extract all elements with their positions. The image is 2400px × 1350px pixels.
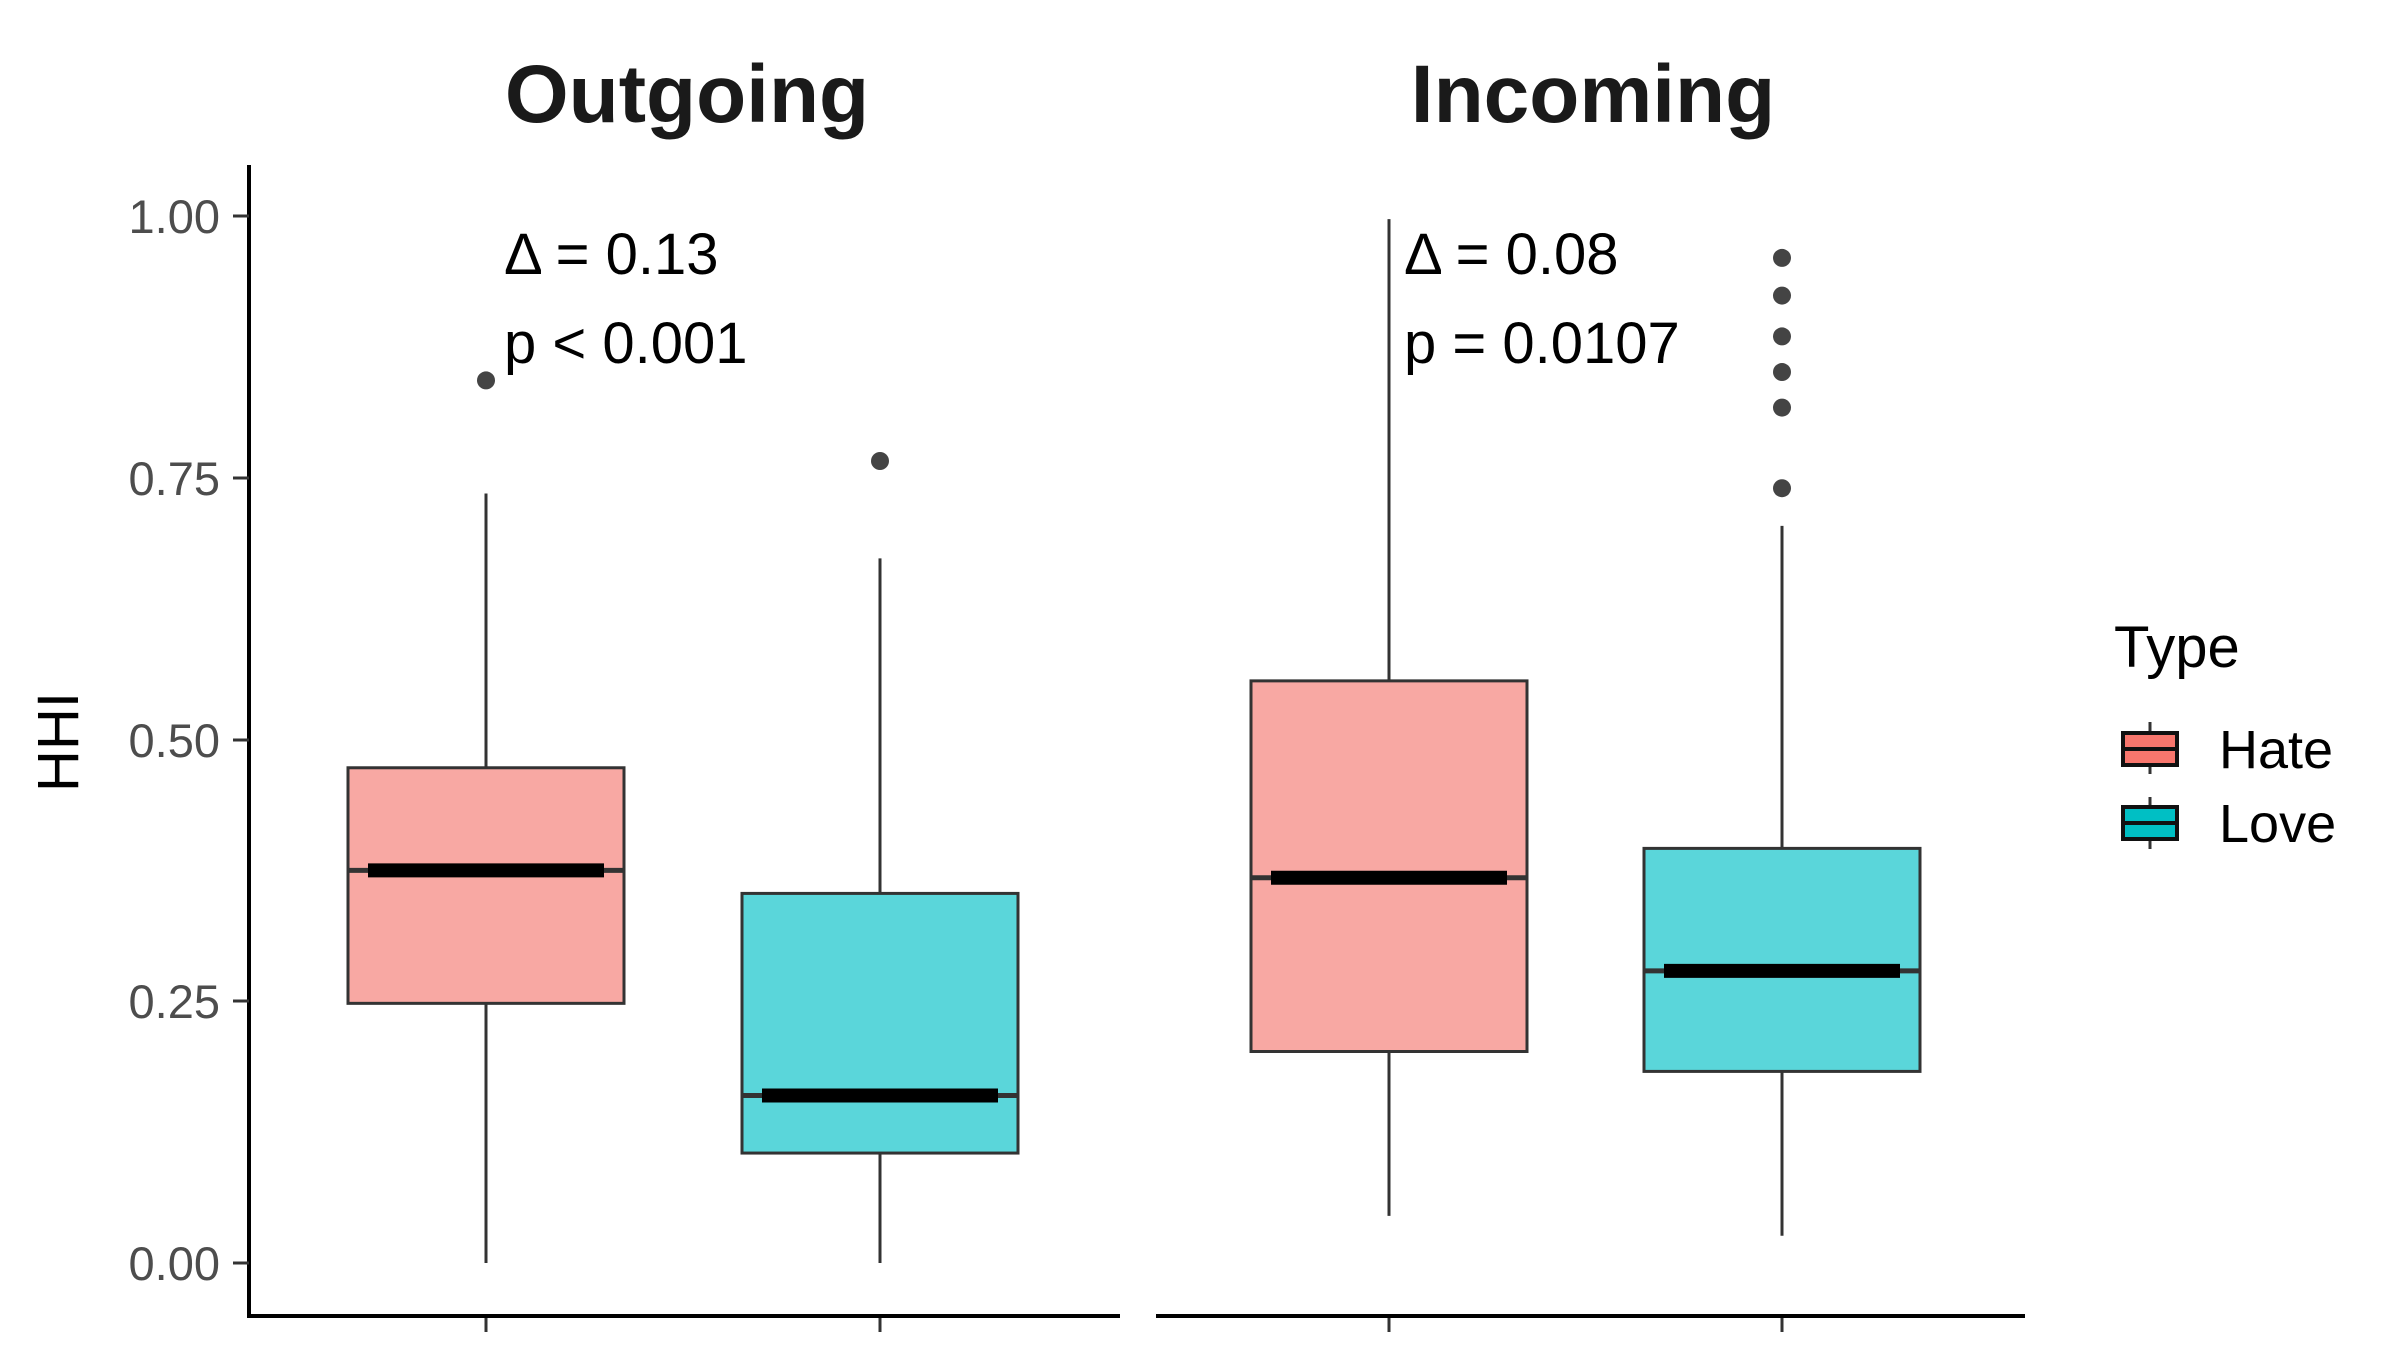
box-outgoing-love xyxy=(740,891,1020,1155)
outlier-point-incoming-love-3 xyxy=(1773,327,1791,346)
box-incoming-hate xyxy=(1249,679,1529,1054)
annotation-p-incoming: p = 0.0107 xyxy=(1404,311,1680,376)
outlier-point-incoming-love-0 xyxy=(1773,479,1791,498)
y-tick-label: 0.50 xyxy=(129,714,220,767)
panel-title-incoming: Incoming xyxy=(1411,49,1775,140)
annotation-delta-incoming: Δ = 0.08 xyxy=(1404,222,1619,287)
y-tick-label: 1.00 xyxy=(129,190,220,243)
legend-key-hate xyxy=(2121,722,2179,774)
outlier-point-incoming-love-5 xyxy=(1773,248,1791,267)
box-outgoing-hate xyxy=(346,766,626,1005)
y-axis-label: HHI xyxy=(26,692,91,792)
legend-label-hate: Hate xyxy=(2219,720,2333,780)
legend-title: Type xyxy=(2114,615,2240,680)
outlier-point-incoming-love-2 xyxy=(1773,363,1791,382)
annotation-delta-outgoing: Δ = 0.13 xyxy=(504,222,719,287)
y-tick-label: 0.00 xyxy=(129,1237,220,1290)
legend-label-love: Love xyxy=(2219,794,2336,854)
x-ticks xyxy=(484,1318,1784,1332)
legend-key-love xyxy=(2121,797,2179,849)
outlier-point-incoming-love-1 xyxy=(1773,398,1791,417)
annotation-p-outgoing: p < 0.001 xyxy=(504,311,748,376)
outlier-point-outgoing-love-0 xyxy=(871,451,889,470)
y-tick-label: 0.25 xyxy=(129,975,220,1028)
panel-title-outgoing: Outgoing xyxy=(505,49,869,140)
outlier-point-incoming-love-4 xyxy=(1773,286,1791,305)
y-ticks: 0.00 0.25 0.50 0.75 1.00 xyxy=(129,190,249,1290)
box-incoming-love xyxy=(1642,846,1922,1073)
outlier-point-outgoing-hate-0 xyxy=(477,371,495,390)
y-tick-label: 0.75 xyxy=(129,452,220,505)
boxplot-marks xyxy=(346,219,1922,1263)
legend: Type Hate Love xyxy=(2114,615,2336,854)
